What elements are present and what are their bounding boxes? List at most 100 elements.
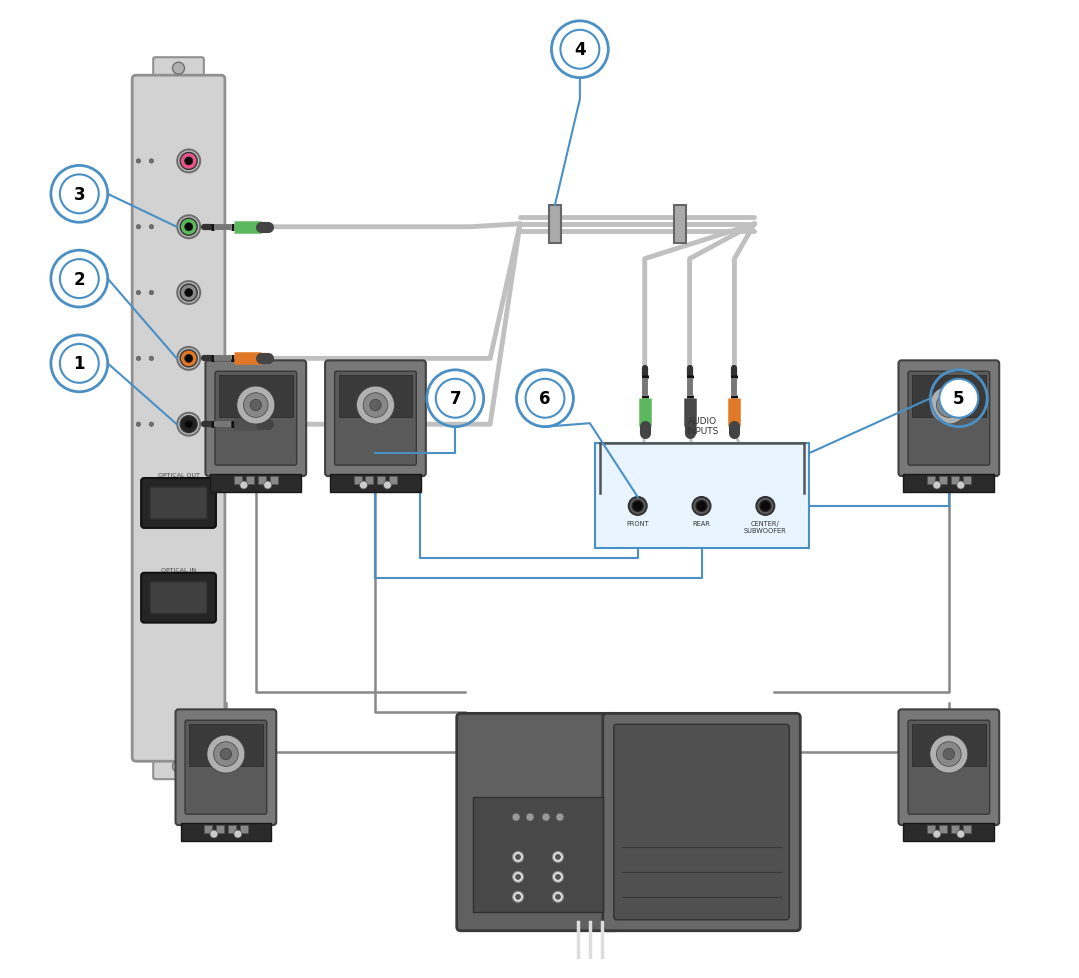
Bar <box>330 474 421 493</box>
Bar <box>903 474 994 493</box>
Circle shape <box>180 350 197 368</box>
Circle shape <box>513 852 523 863</box>
Circle shape <box>756 498 775 515</box>
Circle shape <box>250 400 261 412</box>
FancyBboxPatch shape <box>614 725 790 920</box>
Text: OPTICAL IN: OPTICAL IN <box>161 567 196 572</box>
Circle shape <box>364 393 387 418</box>
Circle shape <box>263 481 272 490</box>
Circle shape <box>173 761 185 773</box>
FancyBboxPatch shape <box>141 478 216 528</box>
Circle shape <box>516 874 520 879</box>
Circle shape <box>552 871 563 882</box>
Circle shape <box>937 393 961 418</box>
Circle shape <box>210 830 218 838</box>
Bar <box>354 476 361 484</box>
Circle shape <box>957 830 965 838</box>
Circle shape <box>560 30 599 69</box>
Circle shape <box>244 393 268 418</box>
Circle shape <box>149 291 153 295</box>
Circle shape <box>136 422 140 427</box>
Text: 5: 5 <box>953 390 965 408</box>
Circle shape <box>760 501 770 511</box>
Circle shape <box>185 421 193 428</box>
Circle shape <box>220 748 232 760</box>
FancyBboxPatch shape <box>186 721 267 815</box>
Circle shape <box>59 175 99 214</box>
Circle shape <box>696 501 707 511</box>
Circle shape <box>527 814 534 822</box>
FancyBboxPatch shape <box>150 487 207 519</box>
FancyBboxPatch shape <box>176 710 276 825</box>
Bar <box>903 823 994 841</box>
Text: AUDIO
INPUTS: AUDIO INPUTS <box>686 417 719 436</box>
Circle shape <box>930 735 968 774</box>
Circle shape <box>552 891 563 903</box>
Text: OPTICAL OUT: OPTICAL OUT <box>158 472 200 477</box>
Circle shape <box>173 64 185 75</box>
FancyBboxPatch shape <box>205 361 306 476</box>
FancyBboxPatch shape <box>909 372 989 466</box>
Circle shape <box>436 379 475 419</box>
FancyBboxPatch shape <box>215 372 297 466</box>
Circle shape <box>556 874 560 879</box>
Circle shape <box>149 422 153 427</box>
Circle shape <box>552 852 563 863</box>
Circle shape <box>693 498 710 515</box>
FancyBboxPatch shape <box>132 76 224 762</box>
Circle shape <box>149 159 153 164</box>
Text: FRONT: FRONT <box>627 520 650 526</box>
Circle shape <box>370 400 381 412</box>
Circle shape <box>177 282 201 305</box>
Circle shape <box>59 344 99 383</box>
Circle shape <box>240 481 248 490</box>
Circle shape <box>516 895 520 900</box>
Circle shape <box>957 481 965 490</box>
Bar <box>366 476 373 484</box>
Bar <box>951 476 959 484</box>
Bar <box>390 476 397 484</box>
Circle shape <box>359 481 368 490</box>
Circle shape <box>136 159 140 164</box>
Bar <box>246 476 254 484</box>
Circle shape <box>207 735 245 774</box>
Bar <box>939 825 947 833</box>
Text: REAR: REAR <box>693 520 710 526</box>
Bar <box>927 825 934 833</box>
Circle shape <box>933 481 941 490</box>
Bar <box>216 825 224 833</box>
Bar <box>951 825 959 833</box>
Circle shape <box>180 219 197 236</box>
Text: CENTER/
SUBWOOFER: CENTER/ SUBWOOFER <box>745 520 787 533</box>
FancyBboxPatch shape <box>153 58 204 84</box>
Bar <box>258 476 265 484</box>
Bar <box>962 476 971 484</box>
Bar <box>210 474 301 493</box>
Circle shape <box>177 216 201 239</box>
Circle shape <box>185 157 193 165</box>
Bar <box>912 725 986 766</box>
Bar <box>673 205 685 244</box>
Circle shape <box>185 289 193 297</box>
Circle shape <box>525 379 564 419</box>
Bar <box>611 818 612 922</box>
Circle shape <box>940 379 979 419</box>
FancyBboxPatch shape <box>150 582 207 614</box>
Bar <box>189 725 263 766</box>
Circle shape <box>513 891 523 903</box>
Circle shape <box>136 291 140 295</box>
FancyBboxPatch shape <box>899 710 999 825</box>
Bar <box>939 476 947 484</box>
Circle shape <box>356 386 395 424</box>
Circle shape <box>214 742 238 767</box>
Bar <box>927 476 934 484</box>
Circle shape <box>383 481 392 490</box>
Circle shape <box>513 871 523 882</box>
Circle shape <box>180 417 197 433</box>
Bar <box>270 476 277 484</box>
FancyBboxPatch shape <box>899 361 999 476</box>
FancyBboxPatch shape <box>153 753 204 779</box>
FancyBboxPatch shape <box>334 372 416 466</box>
Text: 3: 3 <box>73 186 85 203</box>
Circle shape <box>943 400 955 412</box>
